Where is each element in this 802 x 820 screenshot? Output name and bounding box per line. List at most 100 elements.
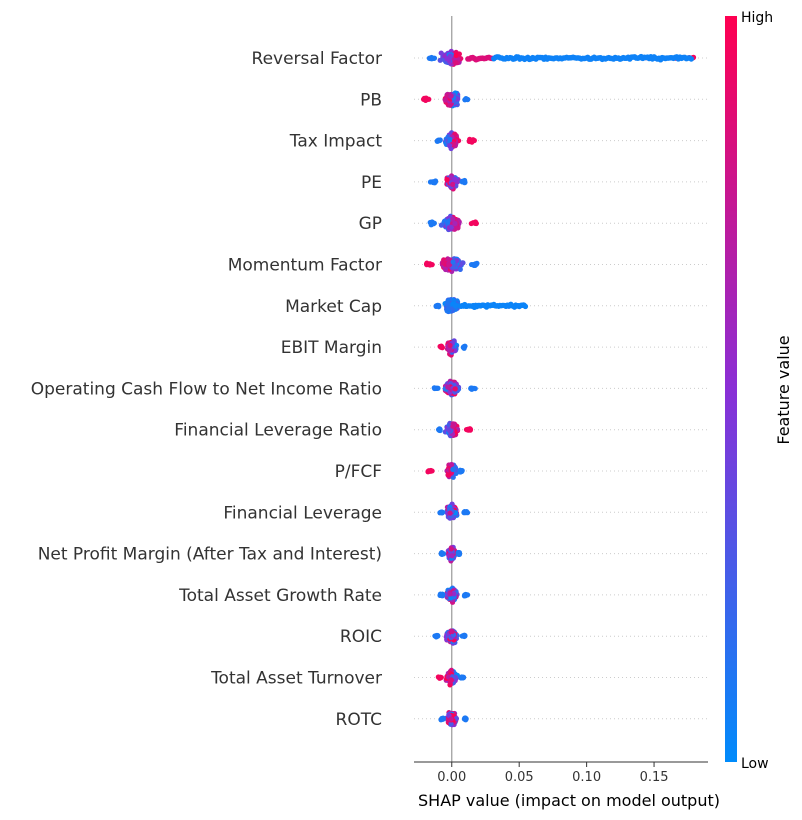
shap-point xyxy=(439,716,445,722)
shap-point xyxy=(444,219,451,225)
shap-point xyxy=(447,102,453,108)
x-ticks: 0.00 0.05 0.10 0.15 xyxy=(437,762,669,785)
shap-point xyxy=(450,216,456,222)
shap-point xyxy=(450,259,456,265)
feature-label: Market Cap xyxy=(285,297,382,317)
shap-point xyxy=(436,302,442,309)
feature-label: Total Asset Growth Rate xyxy=(178,586,382,606)
feature-label: ROIC xyxy=(340,627,382,647)
feature-label: PE xyxy=(361,173,382,193)
shap-point xyxy=(448,224,455,230)
x-axis-title: SHAP value (impact on model output) xyxy=(418,791,720,810)
feature-label: GP xyxy=(359,214,382,234)
shap-point xyxy=(438,222,444,228)
shap-point xyxy=(447,347,453,353)
shap-point xyxy=(452,303,458,309)
shap-point xyxy=(435,138,441,144)
shap-point xyxy=(437,674,443,680)
shap-point xyxy=(462,592,468,598)
shap-point xyxy=(444,56,450,62)
shap-point xyxy=(452,386,458,392)
shap-point xyxy=(456,551,463,557)
shap-point xyxy=(447,136,453,142)
shap-point xyxy=(448,93,454,99)
shap-point xyxy=(451,141,457,147)
colorbar-gradient xyxy=(725,16,737,762)
shap-point xyxy=(447,510,453,516)
colorbar-low-label: Low xyxy=(741,756,769,772)
shap-point xyxy=(453,52,459,58)
shap-point xyxy=(442,97,448,103)
shap-point xyxy=(473,261,480,267)
shap-point xyxy=(451,176,458,182)
shap-point xyxy=(446,472,452,478)
shap-point xyxy=(463,716,469,722)
shap-point xyxy=(688,56,695,62)
shap-point xyxy=(448,716,454,722)
shap-point xyxy=(448,677,454,683)
shap-point xyxy=(449,628,455,635)
shap-point xyxy=(445,299,451,305)
colorbar-title: Feature value xyxy=(774,335,793,444)
feature-label: Operating Cash Flow to Net Income Ratio xyxy=(31,379,382,399)
colorbar: High Low Feature value xyxy=(725,10,793,772)
shap-point xyxy=(472,220,478,226)
shap-point xyxy=(431,385,437,391)
shap-point xyxy=(439,510,445,516)
shap-point xyxy=(429,468,435,474)
shap-point xyxy=(445,384,451,390)
shap-point xyxy=(461,345,467,351)
shap-point xyxy=(459,674,465,680)
feature-label: Momentum Factor xyxy=(228,256,382,276)
feature-label: Net Profit Margin (After Tax and Interes… xyxy=(38,545,382,565)
shap-point xyxy=(442,266,449,273)
shap-point xyxy=(445,305,452,311)
shap-point xyxy=(438,550,445,556)
x-tick-label: 0.05 xyxy=(505,770,534,785)
shap-point xyxy=(464,508,470,515)
shap-point xyxy=(437,592,443,599)
shap-point xyxy=(431,220,437,226)
shap-point xyxy=(448,721,454,727)
shap-point xyxy=(437,343,444,350)
shap-point xyxy=(437,427,443,433)
shap-point xyxy=(427,262,433,268)
shap-point xyxy=(447,342,453,349)
feature-label: P/FCF xyxy=(335,462,382,482)
colorbar-high-label: High xyxy=(741,10,773,26)
feature-label: EBIT Margin xyxy=(281,338,382,358)
shap-point xyxy=(469,385,475,391)
shap-point xyxy=(462,632,468,639)
shap-point xyxy=(470,137,476,143)
feature-label: Tax Impact xyxy=(289,132,383,152)
shap-point xyxy=(455,96,461,102)
shap-point xyxy=(522,303,529,310)
shap-point xyxy=(448,546,454,552)
shap-point xyxy=(457,467,463,473)
shap-point xyxy=(448,461,455,468)
shap-point xyxy=(450,423,456,429)
shap-point xyxy=(447,143,453,149)
shap-point xyxy=(452,60,459,66)
x-tick-label: 0.15 xyxy=(640,770,669,785)
shap-point xyxy=(450,181,456,187)
feature-label: Reversal Factor xyxy=(252,49,382,69)
feature-label: ROTC xyxy=(336,710,382,730)
shap-point xyxy=(444,177,450,183)
shap-point xyxy=(460,178,467,184)
feature-label: Financial Leverage Ratio xyxy=(174,421,382,441)
shap-point xyxy=(430,179,436,186)
shap-point xyxy=(450,466,456,472)
feature-label: Total Asset Turnover xyxy=(210,669,382,689)
data-points xyxy=(420,48,697,728)
shap-point xyxy=(449,553,455,559)
shap-point xyxy=(451,591,457,597)
shap-point xyxy=(446,427,453,434)
shap-point xyxy=(464,427,471,433)
x-tick-label: 0.10 xyxy=(572,770,601,785)
shap-point xyxy=(421,96,427,103)
x-tick-label: 0.00 xyxy=(437,770,466,785)
shap-point xyxy=(447,591,453,597)
